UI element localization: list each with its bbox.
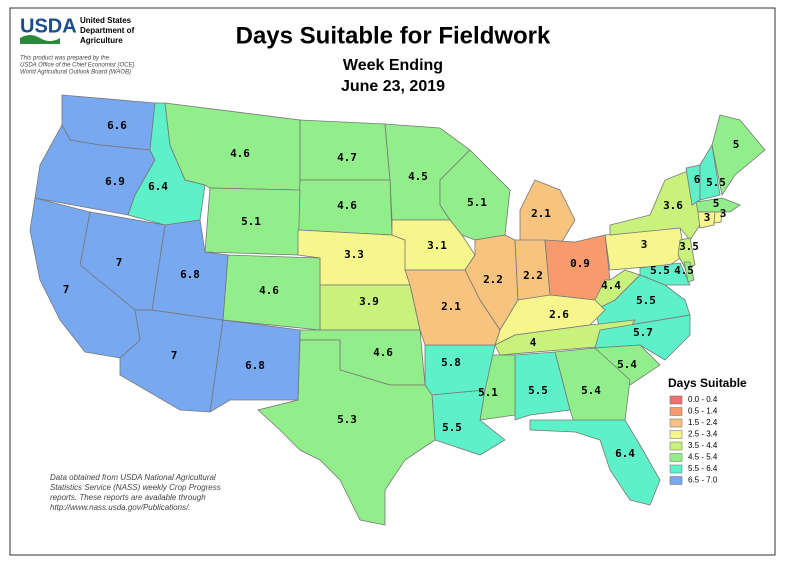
state-value: 3.3 (344, 248, 364, 261)
legend-swatch (669, 430, 683, 439)
state (699, 143, 721, 201)
logo-wave (20, 35, 60, 44)
state-value: 4.6 (337, 199, 357, 212)
legend-swatch (669, 418, 683, 428)
state-value: 5.5 (636, 294, 656, 307)
note: This product was prepared by the (20, 56, 110, 62)
state-value: 5.7 (633, 326, 653, 339)
state (639, 262, 691, 286)
state (695, 197, 741, 213)
state-value: 6.9 (105, 175, 125, 188)
date: June 23, 2019 (341, 78, 445, 95)
state-value: 6 (694, 173, 701, 186)
state-value: 4.6 (259, 284, 279, 297)
legend-label: 0.5 - 1.4 (688, 407, 718, 416)
state-value: 3 (720, 207, 727, 220)
legend-label: 4.5 - 5.4 (688, 453, 718, 462)
state-value: 6.4 (615, 447, 635, 460)
state-value: 6.6 (107, 119, 127, 132)
legend-label: 3.5 - 4.4 (688, 441, 718, 450)
legend-swatch (669, 476, 683, 485)
state-value: 5.1 (241, 215, 261, 228)
state-value: 4.4 (601, 279, 621, 292)
footnote: http://www.nass.usda.gov/Publications/. (50, 503, 191, 512)
title: Days Suitable for Fieldwork (236, 22, 551, 49)
state-value: 0.9 (570, 257, 590, 270)
state-value: 5.4 (581, 384, 601, 397)
agency: United States (80, 16, 132, 25)
state-value: 3 (704, 211, 711, 224)
state-value: 2.1 (531, 207, 551, 220)
state-value: 2.1 (441, 300, 461, 313)
note: USDA Office of the Chief Economist (OCE) (20, 63, 134, 69)
state-value: 3.9 (359, 295, 379, 308)
state-value: 3.6 (663, 199, 683, 212)
state-value: 6.8 (180, 268, 200, 281)
legend-swatch (669, 453, 683, 462)
agency: Agriculture (80, 36, 123, 45)
legend-swatch (669, 441, 683, 451)
state-value: 4.5 (674, 264, 694, 277)
state (711, 114, 766, 197)
state-value: 5 (733, 138, 740, 151)
state (529, 419, 661, 506)
state-value: 5.1 (467, 196, 487, 209)
state-value: 2.2 (483, 273, 503, 286)
logo: USDA (20, 15, 77, 37)
legend-swatch (669, 407, 683, 416)
state-value: 6.4 (148, 180, 168, 193)
legend-label: 1.5 - 2.4 (688, 418, 718, 427)
note: World Agricultural Outlook Board (WAOB) (20, 70, 131, 76)
state-value: 7 (116, 256, 123, 269)
legend-title: Days Suitable (668, 376, 747, 390)
state-value: 5.1 (478, 386, 498, 399)
legend-label: 6.5 - 7.0 (688, 476, 718, 485)
agency: Department of (80, 26, 135, 35)
state-value: 4 (530, 336, 537, 349)
state-value: 5.5 (650, 264, 670, 277)
state (29, 197, 141, 359)
state-value: 5.5 (442, 421, 462, 434)
state-value: 6.8 (245, 359, 265, 372)
state-value: 4.7 (337, 151, 357, 164)
state (697, 211, 716, 229)
state-value: 5.5 (706, 176, 726, 189)
footnote: reports. These reports are available thr… (50, 493, 206, 502)
state-value: 4.5 (408, 170, 428, 183)
state-value: 3 (641, 238, 648, 251)
state-value: 2.2 (523, 269, 543, 282)
state-value: 4.6 (230, 147, 250, 160)
legend-label: 2.5 - 3.4 (688, 430, 718, 439)
state-value: 7 (63, 283, 70, 296)
legend-label: 5.5 - 6.4 (688, 464, 718, 473)
footnote: Statistics Service (NASS) weekly Crop Pr… (50, 483, 221, 492)
state-value: 5.8 (441, 356, 461, 369)
legend-swatch (669, 464, 683, 474)
legend-label: 0.0 - 0.4 (688, 395, 718, 404)
state-value: 5 (713, 197, 720, 210)
state-value: 5.4 (617, 358, 637, 371)
state-value: 2.6 (549, 308, 569, 321)
subtitle: Week Ending (343, 57, 443, 74)
state-value: 5.5 (528, 384, 548, 397)
state (257, 339, 436, 526)
state (299, 119, 391, 181)
footnote: Data obtained from USDA National Agricul… (50, 473, 216, 482)
state-value: 3.5 (679, 240, 699, 253)
state (713, 211, 723, 224)
state-value: 7 (171, 349, 178, 362)
state-value: 5.3 (337, 413, 357, 426)
legend-swatch (669, 395, 683, 405)
state (683, 261, 695, 283)
state-value: 3.1 (427, 239, 447, 252)
state-value: 4.6 (373, 346, 393, 359)
